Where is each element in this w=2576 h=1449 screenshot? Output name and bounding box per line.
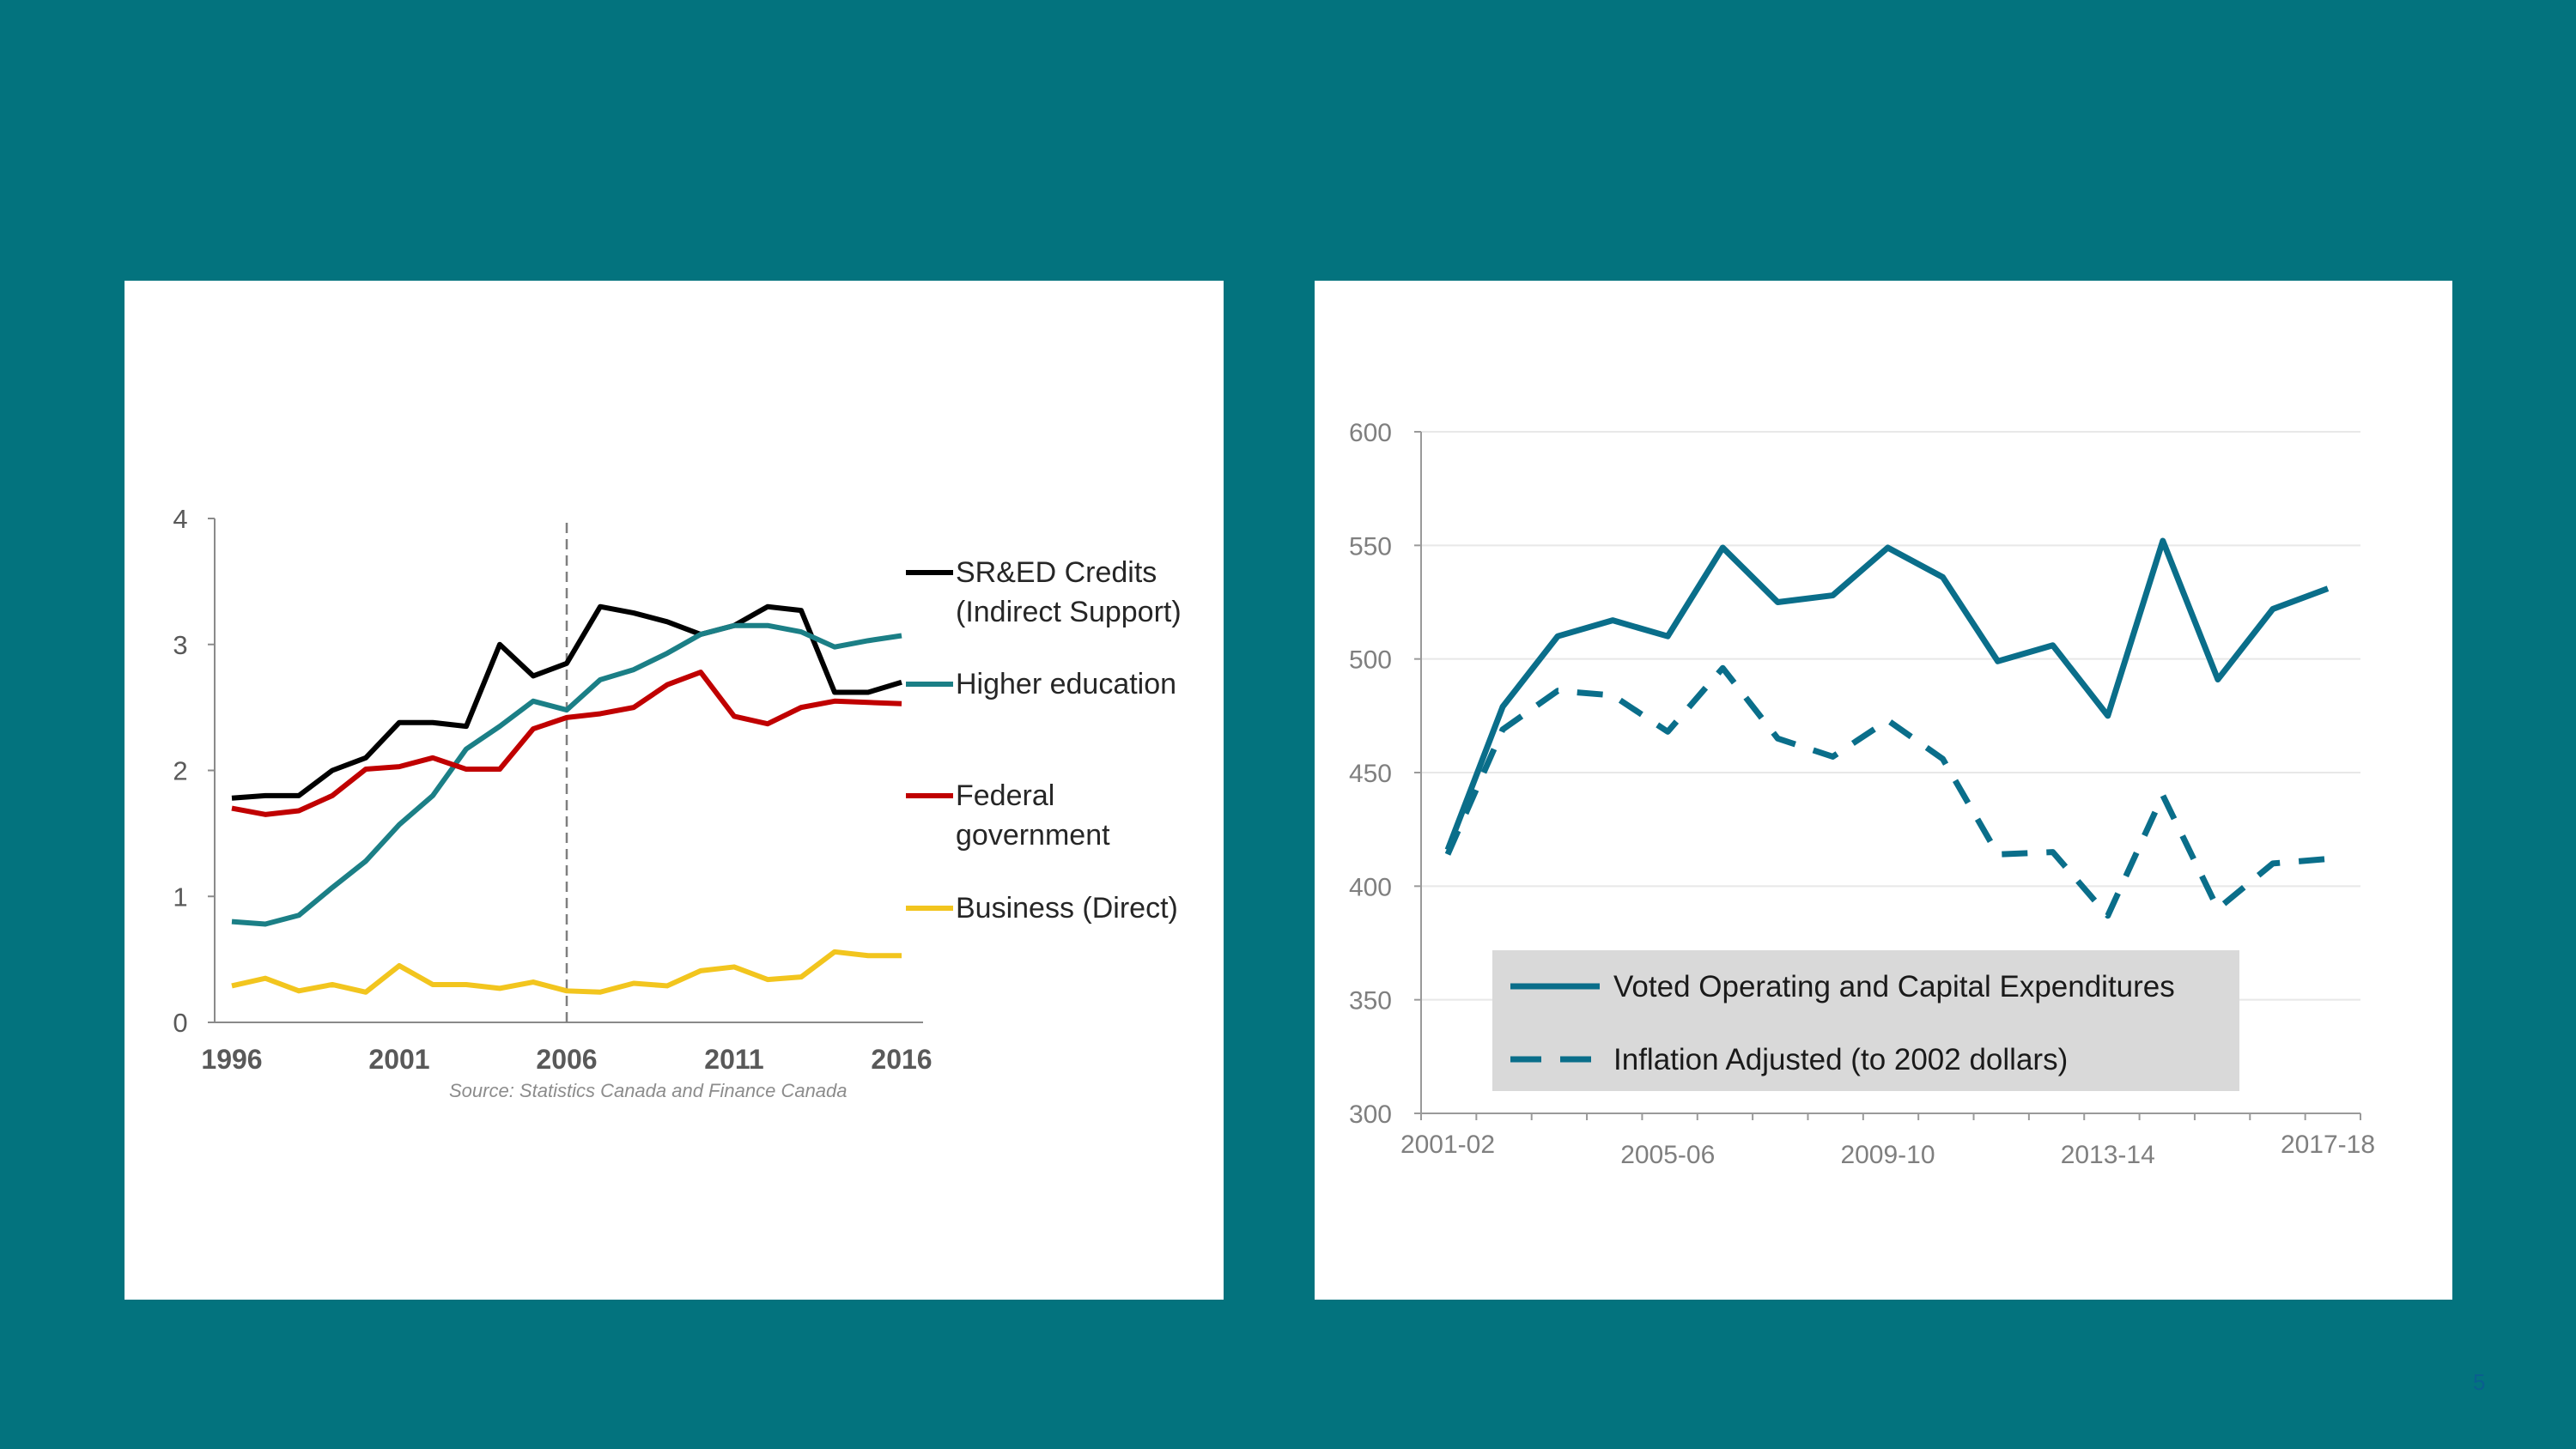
y-tick-label: 400 <box>1349 873 1392 901</box>
legend-label-sr-ed-credits-indirect-support: (Indirect Support) <box>956 596 1182 628</box>
legend-label-federal-government: Federal <box>956 779 1054 812</box>
y-tick-label: 2 <box>173 756 187 786</box>
legend-label-inflation-adjusted-to-2002-dollars: Inflation Adjusted (to 2002 dollars) <box>1613 1043 2068 1076</box>
series-line-inflation-adjusted-to-2002-dollars <box>1444 664 2329 919</box>
y-tick-label: 550 <box>1349 532 1392 561</box>
x-tick-label: 2005-06 <box>1620 1141 1715 1169</box>
legend-label-business-direct: Business (Direct) <box>956 892 1178 925</box>
x-tick-label: 2013-14 <box>2061 1141 2155 1169</box>
y-tick-label: 4 <box>173 504 187 534</box>
legend-label-higher-education: Higher education <box>956 668 1176 700</box>
legend-label-federal-government: government <box>956 819 1110 852</box>
y-tick-label: 350 <box>1349 987 1392 1016</box>
y-tick-label: 300 <box>1349 1100 1392 1129</box>
series-line-business-direct <box>231 949 902 995</box>
x-tick-label: 1996 <box>201 1044 262 1075</box>
x-tick-label: 2017-18 <box>2281 1131 2375 1159</box>
series-line-sr-ed-credits-indirect-support <box>231 603 902 801</box>
series-line-federal-government <box>231 670 902 817</box>
right-chart-panel: 300 350 400 450 500 550 600 2001-02 2005-06 2009-… <box>1315 281 2452 1300</box>
x-tick-label: 2011 <box>704 1044 763 1075</box>
x-tick-label: 2016 <box>871 1044 932 1075</box>
source-note: Source: Statistics Canada and Finance Ca… <box>449 1080 848 1101</box>
left-chart-panel: 0 1 2 3 4 1996 2001 2006 2011 2016 SR&ED Credits (I… <box>125 281 1224 1300</box>
y-tick-label: 1 <box>173 882 187 912</box>
x-tick-label: 2001-02 <box>1400 1131 1495 1159</box>
x-tick-label: 2006 <box>536 1044 597 1075</box>
expenditures-line-chart: 300 350 400 450 500 550 600 2001-02 2005-06 2009-… <box>1349 419 2375 1169</box>
rd-funding-line-chart: 0 1 2 3 4 1996 2001 2006 2011 2016 SR&ED Credits (I… <box>173 504 1182 1101</box>
legend-label-sr-ed-credits-indirect-support: SR&ED Credits <box>956 556 1157 589</box>
series-line-higher-education <box>231 622 902 927</box>
y-tick-label: 0 <box>173 1008 187 1038</box>
page-number: 5 <box>2473 1369 2486 1395</box>
legend-box <box>1492 950 2239 1091</box>
y-tick-label: 500 <box>1349 646 1392 675</box>
legend-label-voted-operating-and-capital-expenditures: Voted Operating and Capital Expenditures <box>1613 970 2175 1003</box>
y-tick-label: 600 <box>1349 419 1392 447</box>
series-line-voted-operating-and-capital-expenditures <box>1444 537 2330 852</box>
y-tick-label: 450 <box>1349 760 1392 788</box>
x-tick-label: 2001 <box>368 1044 429 1075</box>
x-tick-label: 2009-10 <box>1840 1141 1935 1169</box>
y-tick-label: 3 <box>173 630 187 660</box>
